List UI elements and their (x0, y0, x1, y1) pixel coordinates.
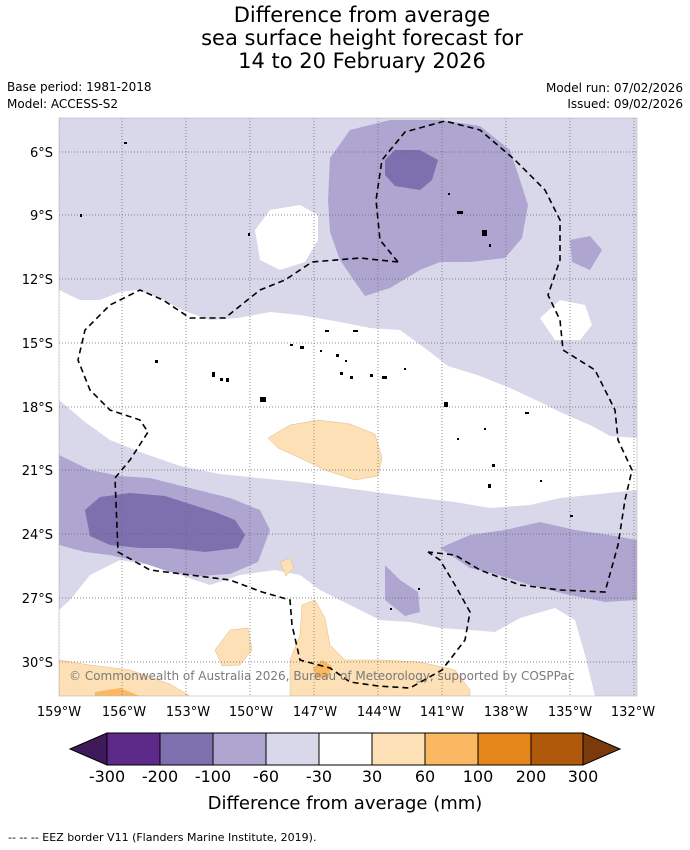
map-frame (58, 117, 638, 697)
lon-label: 156°W (102, 705, 146, 720)
copyright-notice: © Commonwealth of Australia 2026, Bureau… (69, 669, 575, 683)
colorbar-swatch (530, 732, 584, 766)
lat-label: 6°S (30, 146, 53, 161)
colorbar-tick-label: -100 (194, 767, 232, 786)
colorbar-tick-label: 200 (515, 767, 547, 786)
model-name: Model: ACCESS-S2 (7, 97, 119, 111)
colorbar-tick-label: -60 (252, 767, 280, 786)
lat-label: 27°S (22, 592, 53, 607)
lon-label: 135°W (548, 705, 592, 720)
colorbar-swatch (371, 732, 426, 766)
lon-label: 141°W (420, 705, 464, 720)
model-run: Model run: 07/02/2026 (545, 81, 683, 95)
contour-minus60-east (440, 522, 637, 602)
contour-minus100-north (385, 150, 438, 190)
colorbar-swatch (424, 732, 479, 766)
eez-legend-footer: -- -- -- EEZ border V11 (Flanders Marine… (8, 831, 317, 844)
islands (80, 142, 573, 610)
contour-plus60-corner (95, 688, 140, 696)
colorbar-extend-low (68, 732, 108, 766)
contour-minus60-small (385, 565, 420, 616)
contour-plus30-south (289, 599, 471, 696)
lon-label: 153°W (166, 705, 210, 720)
colorbar-title: Difference from average (mm) (207, 793, 483, 814)
colorbar (68, 732, 622, 766)
lon-label: 138°W (484, 705, 528, 720)
lat-label: 24°S (22, 528, 53, 543)
colorbar-swatch (212, 732, 267, 766)
contour-plus30-sw (214, 627, 253, 667)
colorbar-swatch (159, 732, 214, 766)
colorbar-swatch (265, 732, 320, 766)
lon-label: 144°W (357, 705, 401, 720)
issued-date: Issued: 09/02/2026 (567, 97, 683, 111)
contour-minus100-south (85, 493, 245, 552)
eez-border (77, 120, 633, 689)
title-line-3: 14 to 20 February 2026 (238, 49, 486, 73)
colorbar-tick-label: -200 (141, 767, 179, 786)
contour-plus30-small (279, 557, 295, 577)
lon-label: 150°W (229, 705, 273, 720)
lat-label: 30°S (22, 656, 53, 671)
lat-label: 12°S (22, 273, 53, 288)
colorbar-tick-label: 30 (361, 767, 383, 786)
colorbar-swatch (106, 732, 161, 766)
anomaly-field (59, 118, 637, 696)
title-line-1: Difference from average (233, 3, 491, 27)
contour-plus30-corner (59, 659, 191, 696)
longitude-labels: 159°W 156°W 153°W 150°W 147°W 144°W 141°… (37, 705, 655, 720)
colorbar-tick-label: 100 (462, 767, 494, 786)
colorbar-tick-label: -300 (88, 767, 126, 786)
lon-label: 132°W (611, 705, 655, 720)
contour-plus30-center (267, 419, 383, 481)
contour-hole-east (540, 300, 592, 340)
latitude-labels: 6°S 9°S 12°S 15°S 18°S 21°S 24°S 27°S 30… (22, 146, 53, 671)
graticule (59, 118, 637, 696)
contour-minus30-south (59, 400, 637, 696)
colorbar-extend-high (582, 732, 622, 766)
colorbar-swatch (318, 732, 373, 766)
colorbar-tick-label: 300 (567, 767, 599, 786)
contour-hole-north (255, 205, 318, 270)
lat-label: 21°S (22, 464, 53, 479)
base-period: Base period: 1981-2018 (7, 80, 152, 94)
lat-label: 15°S (22, 337, 53, 352)
colorbar-swatch (477, 732, 532, 766)
lon-label: 147°W (293, 705, 337, 720)
lat-label: 18°S (22, 401, 53, 416)
lon-label: 159°W (37, 705, 81, 720)
lat-label: 9°S (30, 209, 53, 224)
colorbar-tick-label: 60 (414, 767, 436, 786)
contour-minus60-east2 (570, 236, 602, 270)
map-title: Difference from average sea surface heig… (0, 4, 690, 73)
colorbar-tick-label: -30 (305, 767, 333, 786)
title-line-2: sea surface height forecast for (201, 26, 523, 50)
